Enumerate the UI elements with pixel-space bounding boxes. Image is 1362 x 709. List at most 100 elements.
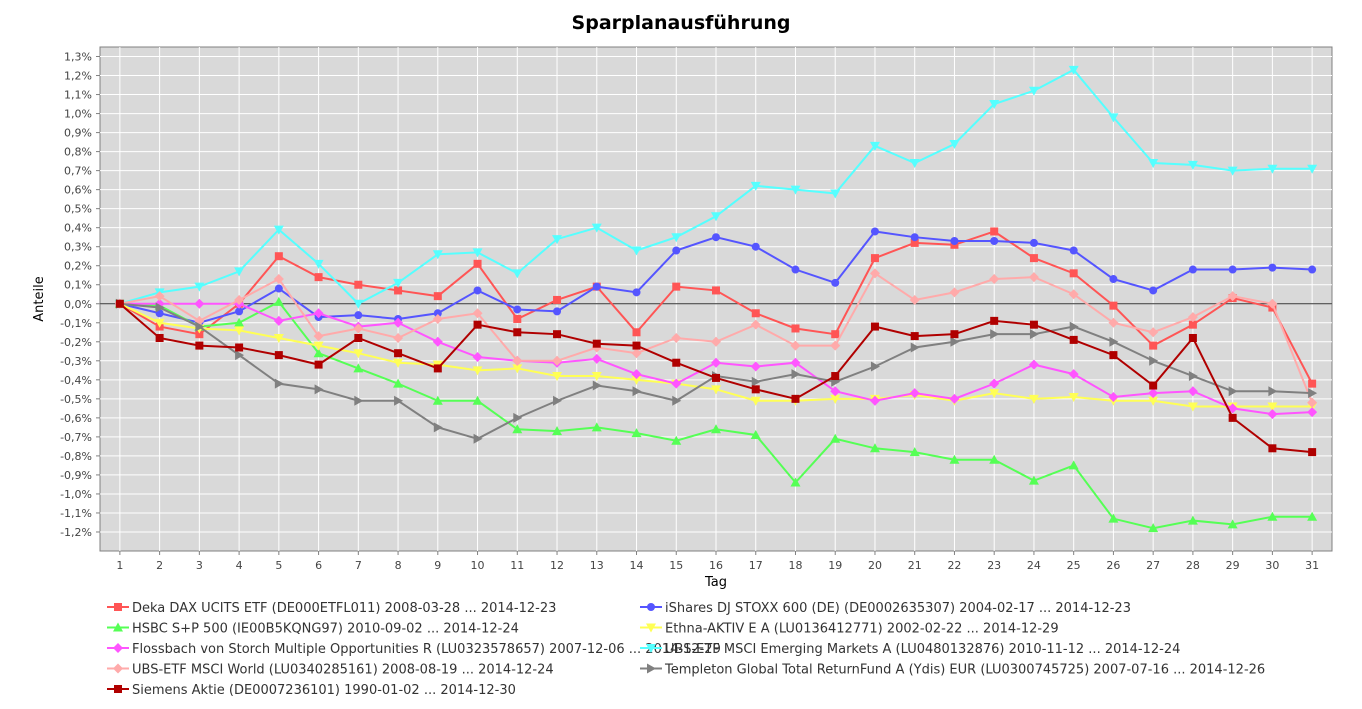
legend-marker	[113, 663, 123, 674]
x-tick-label: 31	[1305, 559, 1319, 572]
data-point	[910, 342, 920, 353]
data-point	[712, 286, 720, 295]
x-tick-label: 6	[315, 559, 322, 572]
data-point	[1148, 523, 1159, 533]
data-point	[273, 333, 284, 343]
x-tick-label: 14	[630, 559, 644, 572]
data-point	[830, 340, 841, 351]
legend-marker	[647, 663, 656, 674]
data-point	[274, 351, 283, 360]
data-point	[553, 307, 562, 316]
data-point	[513, 328, 522, 337]
data-point	[1187, 386, 1198, 397]
data-point	[234, 267, 245, 277]
data-point	[353, 349, 364, 359]
data-point	[1307, 164, 1318, 174]
legend-item: Siemens Aktie (DE0007236101) 1990-01-02 …	[107, 683, 516, 698]
data-point	[1108, 391, 1119, 402]
data-point	[711, 212, 721, 222]
legend-item: UBS-ETF MSCI World (LU0340285161) 2008-0…	[107, 663, 554, 678]
data-point	[313, 259, 324, 269]
data-point	[989, 274, 1000, 285]
series-6	[114, 65, 1318, 309]
data-point	[234, 294, 245, 305]
data-point	[512, 269, 523, 279]
data-point	[830, 433, 841, 443]
data-point	[1227, 291, 1238, 302]
data-point	[831, 278, 840, 287]
data-point	[1069, 269, 1078, 278]
data-point	[314, 384, 324, 395]
data-point	[552, 355, 563, 366]
data-point	[591, 422, 602, 432]
y-tick-label: -0,6%	[60, 412, 92, 425]
x-axis-title: Tag	[704, 575, 727, 590]
y-tick-label: 1,2%	[64, 70, 92, 83]
x-tick-label: 17	[749, 559, 763, 572]
x-tick-label: 9	[434, 559, 441, 572]
data-point	[631, 369, 642, 380]
data-point	[154, 318, 165, 328]
data-point	[631, 348, 642, 359]
x-tick-label: 20	[868, 559, 882, 572]
data-point	[672, 358, 681, 367]
data-point	[711, 357, 721, 368]
y-tick-label: 0,9%	[64, 127, 92, 140]
data-point	[790, 477, 801, 487]
y-tick-label: -1,2%	[60, 526, 92, 539]
legend-label: Ethna-AKTIV E A (LU0136412771) 2002-02-2…	[665, 622, 1059, 637]
data-point	[432, 336, 443, 347]
data-point	[353, 323, 364, 334]
data-point	[989, 378, 1000, 389]
data-point	[672, 246, 681, 255]
data-point	[513, 305, 522, 314]
data-point	[910, 238, 919, 247]
data-point	[632, 341, 641, 350]
data-point	[472, 308, 483, 319]
data-point	[354, 311, 363, 320]
data-point	[949, 139, 960, 149]
data-point	[354, 280, 363, 289]
y-tick-label: -0,5%	[60, 393, 92, 406]
data-point	[473, 259, 482, 268]
data-point	[314, 273, 323, 282]
legend-label: Siemens Aktie (DE0007236101) 1990-01-02 …	[132, 683, 516, 698]
legend-item: Templeton Global Total ReturnFund A (Ydi…	[640, 663, 1265, 678]
data-point	[990, 227, 999, 236]
data-point	[553, 395, 563, 406]
data-point	[869, 395, 880, 406]
data-point	[274, 284, 283, 293]
x-tick-label: 2	[156, 559, 163, 572]
data-point	[472, 352, 483, 363]
data-point	[432, 250, 443, 260]
data-point	[910, 332, 919, 341]
legend-marker	[646, 623, 656, 633]
data-point	[672, 395, 682, 406]
legend-label: Deka DAX UCITS ETF (DE000ETFL011) 2008-0…	[132, 601, 556, 616]
x-tick-label: 8	[395, 559, 402, 572]
data-point	[1028, 475, 1039, 485]
data-point	[1188, 265, 1197, 274]
legend-item: iShares DJ STOXX 600 (DE) (DE0002635307)…	[640, 601, 1131, 616]
legend-marker	[113, 643, 123, 653]
legend-label: HSBC S+P 500 (IE00B5KQNG97) 2010-09-02 .…	[132, 622, 519, 637]
data-point	[592, 380, 602, 391]
legend-item: Ethna-AKTIV E A (LU0136412771) 2002-02-2…	[640, 622, 1059, 637]
data-point	[949, 287, 960, 298]
chart-title: Sparplanausführung	[571, 12, 791, 34]
data-point	[353, 299, 364, 309]
data-point	[909, 447, 920, 457]
data-point	[950, 236, 959, 245]
data-point	[155, 333, 164, 342]
data-point	[591, 372, 602, 382]
y-axis: 1,3% 1,2% 1,1% 1,0% 0,9% 0,8% 0,7% 0,6% 0,5% 0,4%…	[60, 51, 100, 539]
data-point	[433, 292, 442, 301]
y-axis-title: Anteile	[32, 276, 47, 321]
y-tick-label: 0,0%	[64, 298, 92, 311]
data-point	[512, 355, 523, 366]
x-tick-label: 16	[709, 559, 723, 572]
data-point	[154, 291, 165, 302]
data-point	[195, 321, 205, 332]
data-point	[870, 322, 879, 331]
